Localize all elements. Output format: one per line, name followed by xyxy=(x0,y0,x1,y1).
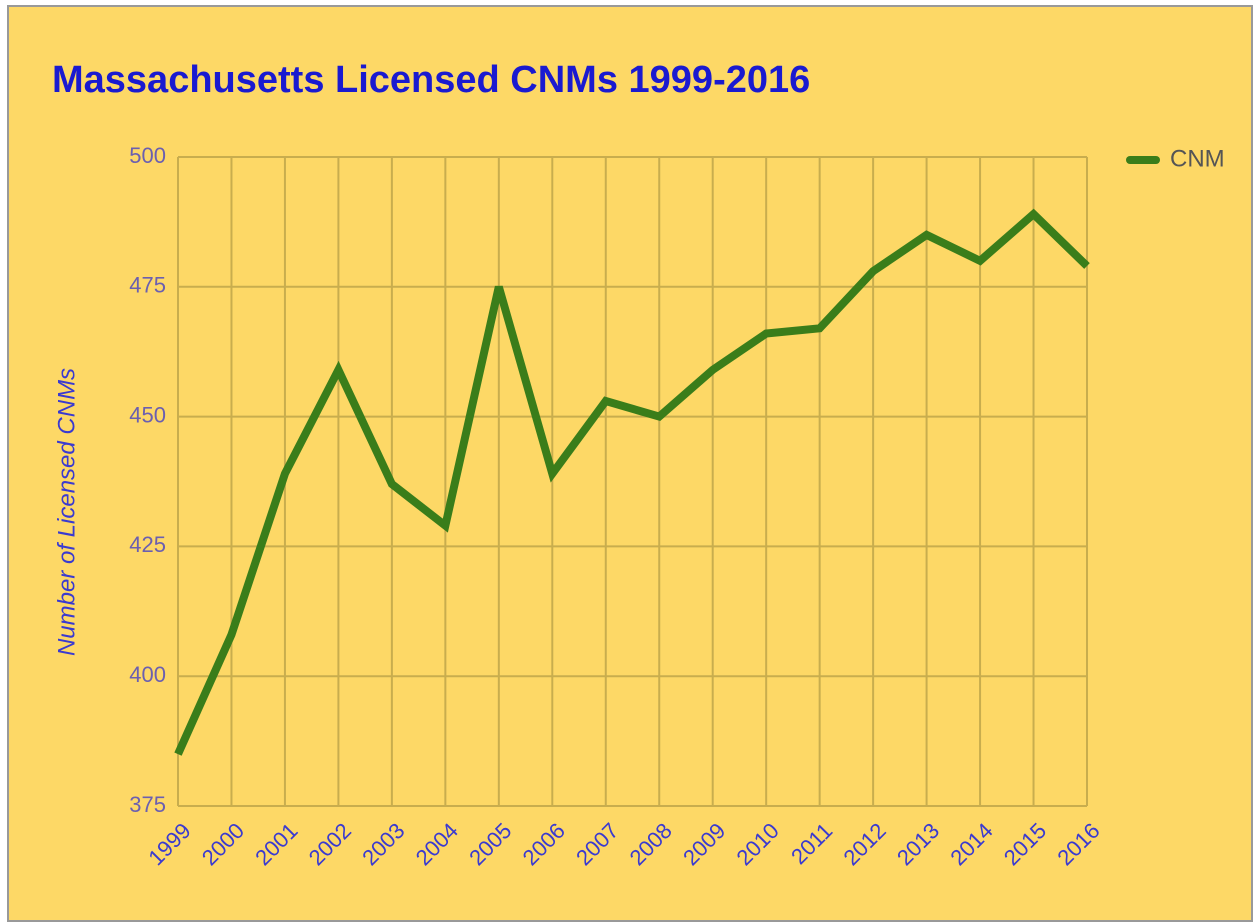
y-tick-label: 450 xyxy=(129,402,166,427)
chart-title: Massachusetts Licensed CNMs 1999-2016 xyxy=(52,59,810,101)
legend-label: CNM xyxy=(1170,145,1225,172)
data-line xyxy=(174,208,1090,756)
y-tick-label: 400 xyxy=(129,662,166,687)
y-tick-label: 425 xyxy=(129,532,166,557)
y-tick-label: 475 xyxy=(129,273,166,298)
background xyxy=(7,5,1253,922)
y-tick-label: 500 xyxy=(129,143,166,168)
y-axis-label: Number of Licensed CNMs xyxy=(53,368,80,656)
y-tick-label: 375 xyxy=(129,792,166,817)
